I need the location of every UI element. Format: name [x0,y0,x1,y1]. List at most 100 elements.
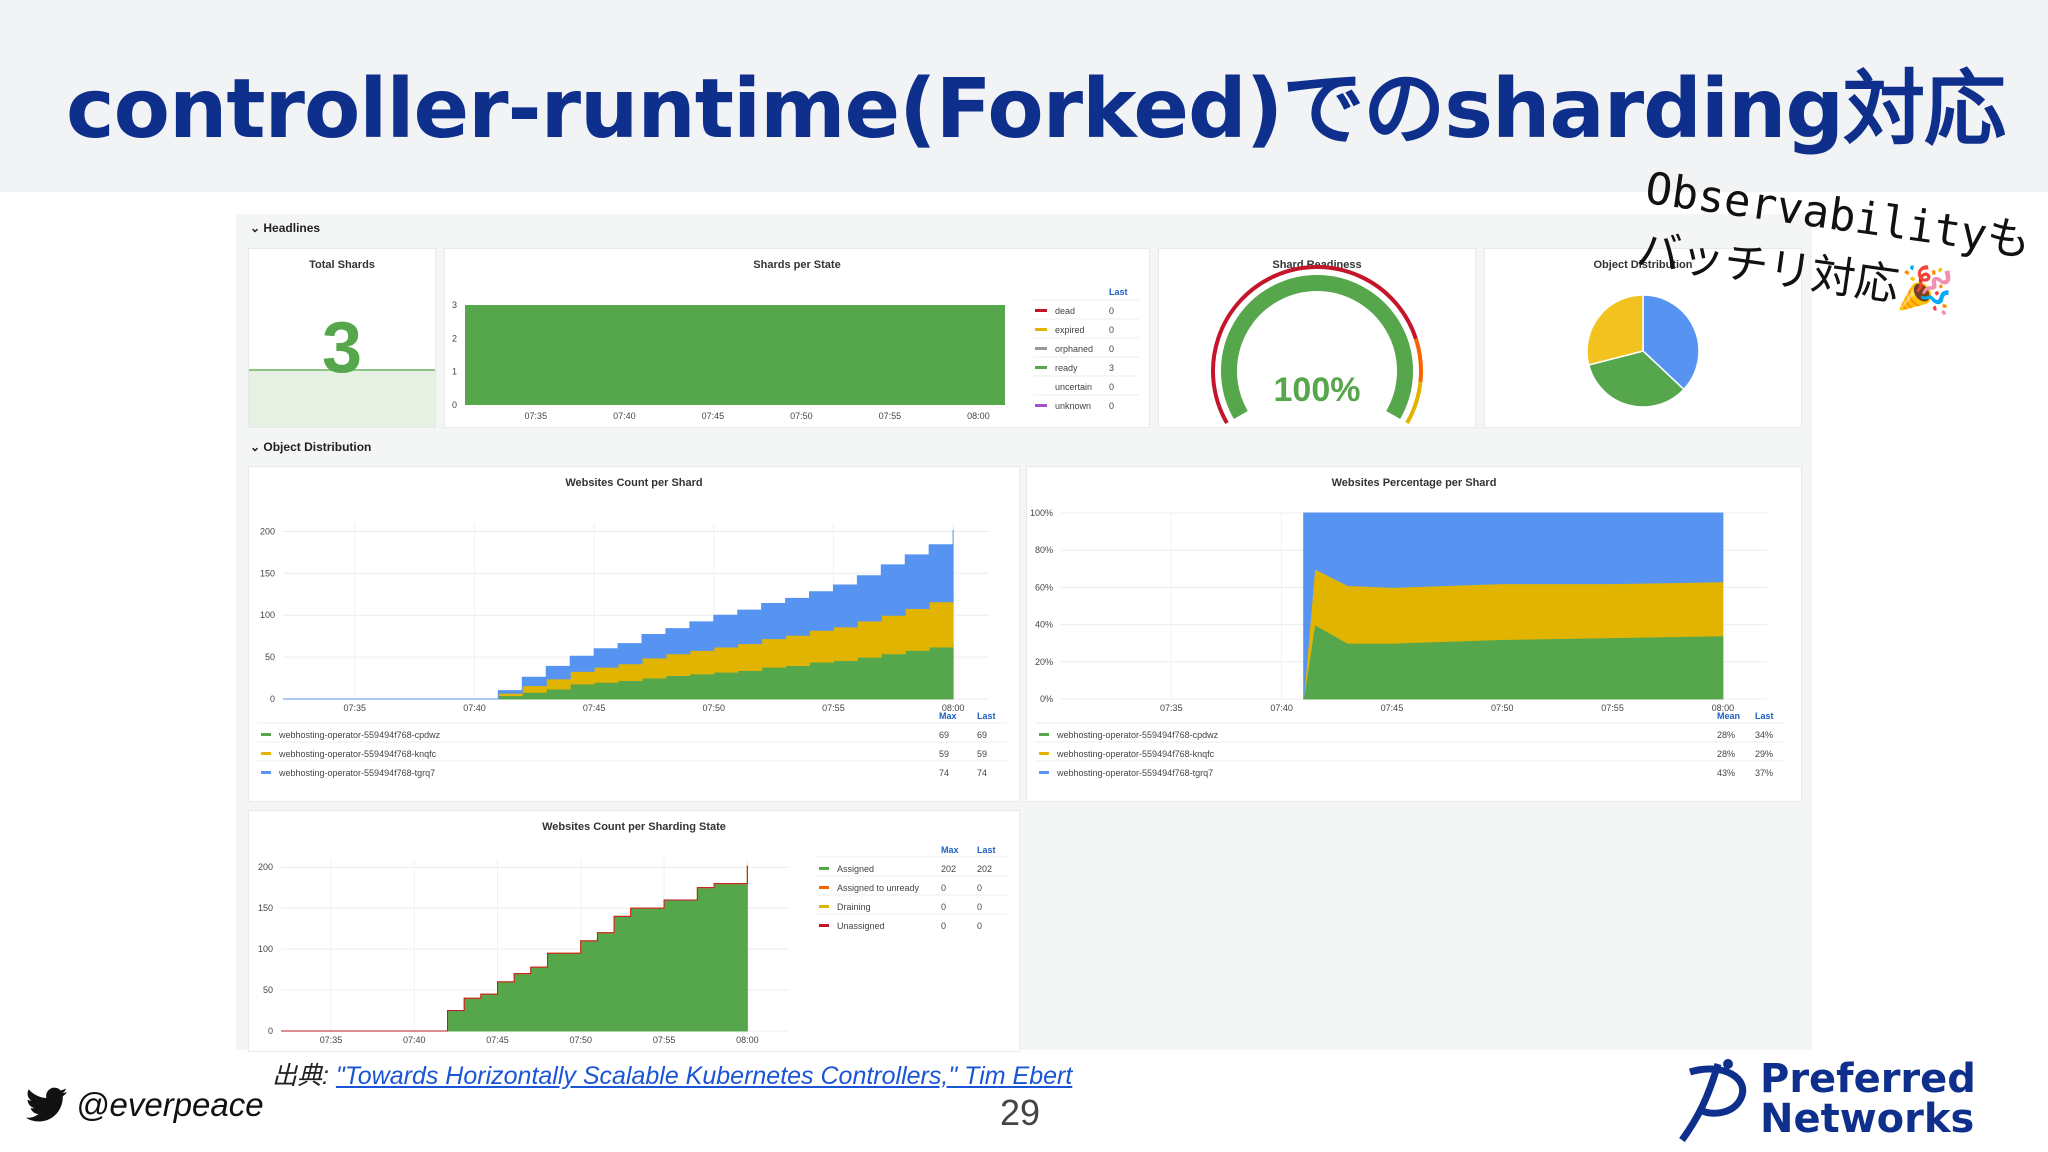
gauge-threshold-yellow [1405,381,1423,424]
twitter-bird-icon [26,1087,68,1122]
section-headlines[interactable]: ⌄ Headlines [250,221,320,235]
legend-value-last: 37% [1755,768,1773,778]
x-tick-label: 07:35 [344,703,367,713]
legend-swatch [1035,385,1047,388]
legend-series-name: webhosting-operator-559494f768-cpdwz [278,730,441,740]
legend-value-last: 0 [977,902,982,912]
x-tick-label: 07:50 [1491,703,1514,713]
count-per-state-panel[interactable]: Websites Count per Sharding State 0 50 100… [248,810,1020,1052]
percentage-per-shard-panel[interactable]: Websites Percentage per Shard 0% 20% 40% 60… [1026,466,1802,802]
y-tick-label: 200 [260,526,275,536]
legend-value-last: 202 [977,864,992,874]
legend-state-name: uncertain [1055,382,1092,392]
legend-series-name: webhosting-operator-559494f768-cpdwz [1056,730,1219,740]
legend-value-last: 29% [1755,749,1773,759]
title-band [0,0,2048,192]
legend-state-name: dead [1055,306,1075,316]
slide-title: controller-runtime(Forked)でのsharding対応 [66,62,2006,157]
x-tick-label: 07:45 [583,703,606,713]
percentage-per-shard-chart: 0% 20% 40% 60% 80% 100% 07:35 07:40 07:45 07:50 07… [1030,508,1785,778]
chevron-down-icon: ⌄ [250,440,264,454]
page-number: 29 [1000,1092,1041,1133]
legend-state-last: 0 [1109,401,1114,411]
x-tick-label: 08:00 [967,411,990,421]
shards-per-state-title: Shards per State [753,259,841,271]
section-headlines-label: Headlines [263,221,321,235]
x-tick-label: 07:40 [403,1035,426,1045]
object-distribution-title: Object Distribution [1593,259,1693,271]
x-tick-label: 07:55 [879,411,902,421]
y-tick-label: 100 [258,944,273,954]
shard-readiness-gauge [1211,265,1423,424]
y-tick-label: 0% [1040,694,1053,704]
area-series-4 [281,865,748,1032]
y-tick-label: 0 [268,1026,273,1036]
y-tick-label: 100% [1030,508,1053,518]
legend-swatch [1035,404,1047,407]
y-tick-label: 50 [265,652,275,662]
legend-value-last: 0 [977,921,982,931]
legend-swatch [819,905,829,908]
source-prefix: 出典: [272,1062,336,1090]
legend-value-mean: 28% [1717,749,1735,759]
legend-series-name: Draining [837,902,871,912]
pfn-logo-line1: Preferred [1760,1056,1976,1102]
area-series-3 [1303,512,1724,700]
legend-col-header: Last [977,711,996,721]
legend-value-last: 59 [977,749,987,759]
section-object-distribution[interactable]: ⌄ Object Distribution [250,440,371,454]
x-tick-label: 07:40 [463,703,486,713]
legend-series-name: webhosting-operator-559494f768-tgrq7 [1056,768,1213,778]
x-tick-label: 07:45 [1381,703,1404,713]
legend-swatch [1039,752,1049,755]
x-tick-label: 08:00 [736,1035,759,1045]
y-tick-label: 150 [258,903,273,913]
bar-ready [465,305,1005,405]
legend-swatch [261,733,271,736]
section-object-distribution-label: Object Distribution [263,440,372,454]
total-shards-panel[interactable]: Total Shards 3 [248,248,436,428]
x-tick-label: 07:35 [1160,703,1183,713]
legend-state-last: 0 [1109,344,1114,354]
source-link[interactable]: "Towards Horizontally Scalable Kubernete… [335,1062,1073,1090]
legend-swatch [261,752,271,755]
legend-col-header: Max [939,711,957,721]
legend-swatch [1035,347,1047,350]
y-tick-label: 3 [452,300,457,310]
legend-series-name: webhosting-operator-559494f768-knqfc [278,749,437,759]
twitter-handle: @everpeace [26,1086,264,1124]
area-series-1 [281,865,748,1032]
object-distribution-panel[interactable]: Object Distribution [1484,248,1802,428]
x-tick-label: 07:55 [822,703,845,713]
y-tick-label: 50 [263,985,273,995]
count-per-shard-title: Websites Count per Shard [565,477,703,489]
legend-state-last: 0 [1109,382,1114,392]
legend-swatch [1039,771,1049,774]
chevron-down-icon: ⌄ [250,221,264,235]
x-tick-label: 07:45 [702,411,725,421]
legend-series-name: Assigned to unready [837,883,920,893]
y-tick-label: 0 [452,400,457,410]
x-tick-label: 07:35 [525,411,548,421]
preferred-networks-logo: Preferred Networks [1668,1058,2028,1142]
y-tick-label: 2 [452,333,457,343]
y-tick-label: 40% [1035,620,1053,630]
legend-swatch [1039,733,1049,736]
legend-swatch [1035,366,1047,369]
legend-swatch [1035,328,1047,331]
count-per-shard-chart: 0 50 100 150 200 07:35 07:40 07:45 07:50 07:55 08:… [257,523,1007,778]
total-shards-value: 3 [321,308,363,388]
legend-swatch [819,886,829,889]
y-tick-label: 80% [1035,545,1053,555]
legend-value-last: 0 [977,883,982,893]
legend-value-last: 34% [1755,730,1773,740]
legend-value-max: 0 [941,902,946,912]
legend-value-max: 69 [939,730,949,740]
shards-per-state-panel[interactable]: Shards per State 0 1 2 3 07:35 07:40 07:45 07:5… [444,248,1150,428]
legend-value-last: 69 [977,730,987,740]
legend-value-max: 59 [939,749,949,759]
count-per-shard-panel[interactable]: Websites Count per Shard 0 50 100 150 200 07:… [248,466,1020,802]
shard-readiness-panel[interactable]: Shard Readiness 100% [1158,248,1476,428]
y-tick-label: 200 [258,862,273,872]
x-tick-label: 07:35 [320,1035,343,1045]
